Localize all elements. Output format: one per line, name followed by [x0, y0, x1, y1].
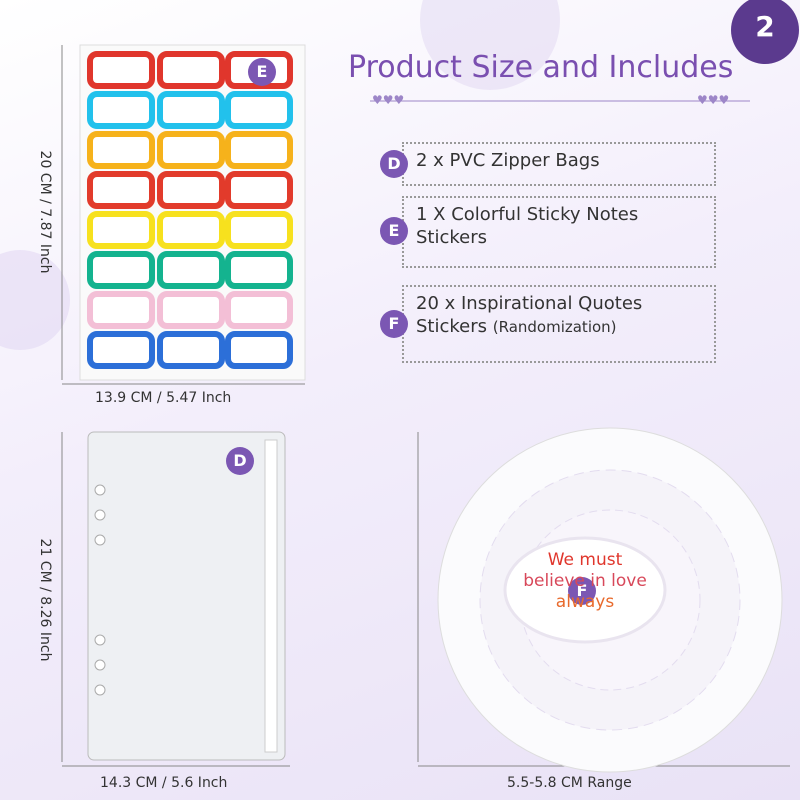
hearts: ♥♥♥ [697, 93, 730, 107]
item-box: 20 x Inspirational Quotes Stickers (Rand… [402, 285, 716, 363]
item-letter: E [380, 217, 408, 245]
item-box: 2 x PVC Zipper Bags [402, 142, 716, 186]
title: Product Size and Includes [348, 50, 734, 85]
dimension-label: 5.5-5.8 CM Range [507, 775, 632, 791]
hearts: ♥♥♥ [372, 93, 405, 107]
dimension-lines [61, 45, 790, 767]
item-letter: D [380, 150, 408, 178]
dimension-label: 13.9 CM / 5.47 Inch [95, 390, 232, 406]
binder-holes [94, 484, 106, 696]
sticky-labels [87, 51, 293, 369]
image-badge: E [248, 58, 276, 86]
bg-bubble [420, 0, 560, 90]
image-badge: F [568, 577, 596, 605]
item-text: 2 x PVC Zipper Bags [416, 150, 600, 171]
item-letter: F [380, 310, 408, 338]
badge-circle [731, 0, 799, 64]
image-badge: D [226, 447, 254, 475]
quote-line: always [555, 592, 615, 612]
quote-line: We must [547, 550, 623, 570]
badge-number: 2 [755, 10, 775, 43]
zipper [264, 439, 278, 753]
dimension-label: 14.3 CM / 5.6 Inch [100, 775, 228, 791]
sticker-quote: We must believe in love always [505, 550, 665, 613]
dimension-label: 21 CM / 8.26 Inch [37, 538, 53, 662]
quote-line: believe in love [523, 571, 647, 591]
item-note: (Randomization) [492, 317, 617, 336]
item-text: 20 x Inspirational Quotes Stickers [416, 293, 643, 337]
item-box: 1 X Colorful Sticky Notes Stickers [402, 196, 716, 268]
zipper-bag [87, 431, 286, 761]
item-text: 1 X Colorful Sticky Notes Stickers [416, 204, 639, 248]
bg-bubble [0, 250, 70, 350]
dimension-label: 20 CM / 7.87 Inch [37, 150, 53, 274]
